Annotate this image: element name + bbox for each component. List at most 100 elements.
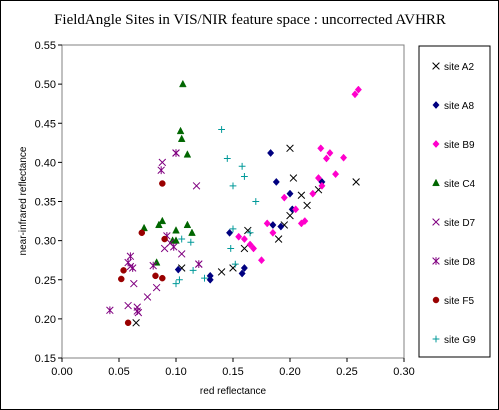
legend-marker — [432, 62, 440, 70]
data-point — [272, 177, 280, 186]
series-site-f5 — [118, 180, 168, 327]
legend-label: site A2 — [444, 62, 474, 73]
series-site-a2 — [132, 144, 360, 327]
data-point — [158, 216, 167, 225]
y-tick-label: 0.40 — [35, 157, 56, 169]
data-point — [231, 260, 239, 268]
data-point — [120, 267, 127, 274]
y-tick-label: 0.20 — [35, 314, 56, 326]
y-tick-label: 0.15 — [35, 353, 56, 365]
data-point — [179, 79, 187, 88]
y-axis: 0.15 0.20 0.25 0.30 0.35 0.40 0.45 0.50 0.55 — [35, 40, 62, 365]
y-tick-label: 0.50 — [35, 79, 56, 91]
data-point — [292, 205, 300, 214]
data-point — [172, 149, 180, 157]
data-point — [241, 173, 248, 180]
data-point — [289, 174, 298, 182]
data-point — [354, 85, 362, 94]
x-tick-label: 0.10 — [165, 366, 186, 378]
legend-label: site B9 — [444, 140, 475, 151]
y-tick-label: 0.35 — [35, 197, 56, 209]
data-point — [286, 144, 294, 153]
data-point — [192, 182, 201, 190]
legend-label: site F5 — [444, 296, 474, 307]
data-point — [332, 170, 340, 179]
data-point — [126, 252, 135, 261]
data-point — [187, 238, 195, 246]
data-point — [172, 236, 180, 244]
data-point — [240, 264, 248, 272]
data-point — [143, 293, 152, 301]
data-point — [174, 265, 182, 274]
data-point — [124, 301, 132, 310]
data-point — [217, 268, 226, 276]
plot-background — [61, 44, 405, 359]
data-point — [155, 220, 163, 229]
legend-label: site C4 — [444, 179, 476, 190]
data-point — [218, 126, 225, 133]
data-point — [240, 235, 248, 244]
data-point — [177, 250, 186, 258]
legend-marker — [432, 257, 440, 265]
plot-area — [61, 44, 405, 359]
data-point — [246, 229, 254, 237]
data-point — [206, 275, 214, 284]
data-point — [257, 256, 266, 265]
data-point — [267, 149, 275, 157]
data-point — [286, 211, 294, 220]
data-point — [240, 244, 249, 253]
data-point — [124, 319, 132, 327]
data-point — [176, 126, 185, 135]
legend: site A2 site A8 site B9 site C4 site D7 site … — [418, 45, 491, 358]
legend-marker — [432, 140, 440, 148]
data-point — [301, 217, 309, 226]
data-point — [274, 235, 283, 243]
data-point — [130, 279, 138, 288]
chart-title: FieldAngle Sites in VIS/NIR feature spac… — [54, 12, 446, 28]
data-point — [133, 307, 141, 315]
data-point — [158, 158, 167, 167]
legend-marker — [432, 296, 440, 304]
data-point — [188, 228, 196, 236]
data-point — [189, 266, 197, 274]
data-point — [138, 229, 146, 237]
data-point — [132, 319, 140, 327]
data-point — [314, 174, 323, 183]
series-site-d8 — [106, 149, 203, 315]
x-axis-label: red reflectance — [200, 386, 267, 397]
x-tick-label: 0.25 — [336, 366, 357, 378]
legend-marker — [432, 218, 440, 226]
data-point — [277, 222, 285, 231]
data-point — [252, 198, 260, 205]
x-tick-label: 0.05 — [108, 366, 129, 378]
data-point — [246, 240, 254, 249]
legend-label: site D7 — [444, 218, 476, 229]
data-point — [172, 226, 180, 234]
data-point — [118, 275, 125, 283]
data-point — [318, 181, 326, 190]
x-tick-label: 0.00 — [51, 366, 72, 378]
data-point — [249, 244, 258, 253]
legend-box — [418, 45, 491, 358]
data-point — [161, 235, 168, 243]
y-tick-label: 0.30 — [35, 236, 56, 248]
series-site-b9 — [235, 85, 362, 265]
data-points — [106, 79, 362, 327]
data-point — [223, 155, 231, 162]
data-point — [229, 225, 237, 233]
data-point — [322, 154, 331, 163]
data-point — [297, 191, 306, 199]
legend-label: site A8 — [444, 101, 474, 112]
data-point — [235, 232, 243, 241]
data-point — [183, 220, 192, 229]
data-point — [201, 274, 208, 282]
data-point — [157, 166, 165, 175]
legend-marker — [432, 101, 440, 109]
data-point — [263, 219, 271, 228]
data-point — [309, 189, 317, 198]
data-point — [172, 280, 180, 288]
data-point — [269, 228, 277, 237]
y-axis-label: near-infrared reflectance — [18, 146, 29, 255]
data-point — [238, 162, 246, 170]
